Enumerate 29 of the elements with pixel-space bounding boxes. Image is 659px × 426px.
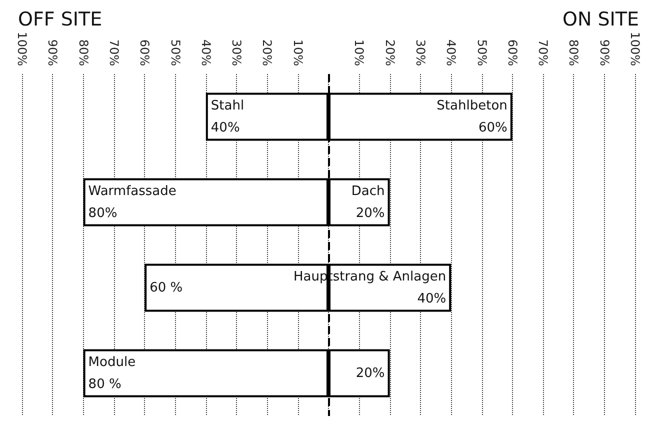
text: OFF SITE	[18, 8, 102, 30]
data-label: 60 %	[150, 280, 183, 296]
x-tick-label: 80%	[76, 39, 90, 66]
x-tick-label: 40%	[444, 39, 458, 66]
x-tick-label: 80%	[566, 39, 581, 66]
x-tick-label: 90%	[46, 39, 60, 66]
data-label: Stahlbeton 60%	[436, 98, 508, 136]
x-tick-label: 10%	[352, 39, 366, 66]
x-tick-label: 100%	[15, 32, 29, 66]
x-tick-label: 70%	[536, 39, 550, 66]
x-tick-label: 60%	[138, 39, 152, 66]
x-tick-label: 40%	[198, 39, 213, 66]
x-tick-label: 30%	[413, 39, 428, 66]
data-label: Dach 20%	[351, 184, 385, 221]
data-label: Stahl 40%	[210, 98, 244, 136]
x-tick-label: 20%	[260, 39, 274, 66]
data-label: Module 80 %	[88, 354, 136, 392]
x-tick-label: 50%	[168, 39, 182, 66]
x-tick-label: 50%	[474, 39, 489, 66]
x-tick-label: 90%	[597, 39, 612, 66]
x-tick-label: 70%	[106, 39, 121, 66]
x-tick-label: 100%	[628, 32, 642, 66]
x-tick-label: 60%	[505, 39, 520, 66]
text: ON SITE	[562, 8, 639, 30]
x-tick-label: 10%	[290, 39, 305, 66]
x-tick-label: 20%	[382, 39, 397, 66]
data-label: 20%	[356, 366, 385, 381]
x-tick-label: 30%	[230, 39, 244, 66]
data-label: Warmfassade 80%	[88, 184, 176, 221]
